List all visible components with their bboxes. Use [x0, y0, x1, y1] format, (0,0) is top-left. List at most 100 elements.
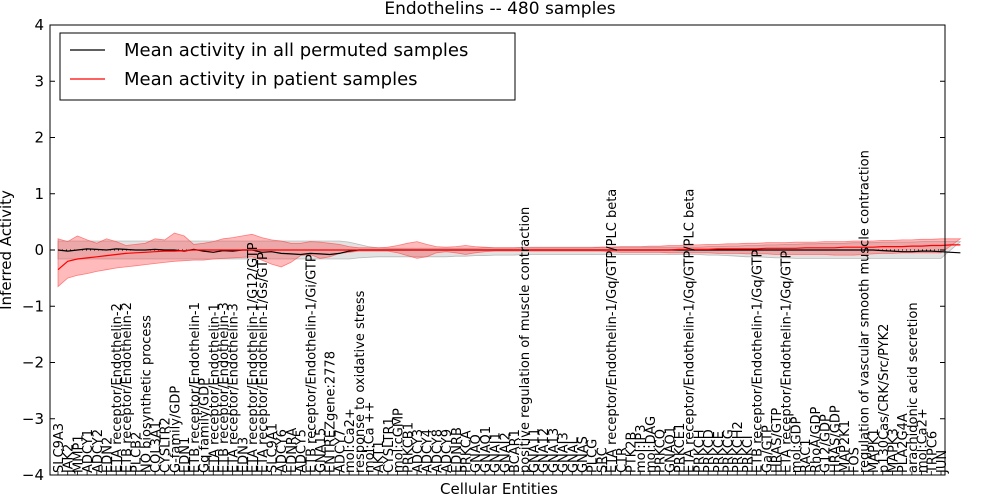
x-tick-label: GNA11 [528, 428, 543, 473]
x-tick-label: CYSLTR2 [159, 417, 174, 473]
y-tick-label: −3 [22, 410, 44, 428]
y-tick-label: −2 [22, 354, 44, 372]
x-tick-label: mol:GDP [790, 416, 805, 473]
x-tick-label: SLC9A1 [266, 423, 281, 473]
x-tick-label: GNAQ1 [479, 426, 494, 473]
x-tick-label: MMP1 [71, 434, 86, 473]
x-tick-label: mol:Ca2+ [916, 408, 931, 473]
x-tick-label: CYSLTR1 [382, 417, 397, 473]
x-tick-label: G12/GDP [819, 414, 834, 473]
x-tick-label: ETA receptor/Endothelin-2 [110, 303, 125, 473]
x-tick-label: RAC1 [799, 439, 814, 474]
x-tick-label: ETA receptor/Endothelin-1/Gq/GTP/PLC bet… [683, 189, 698, 473]
x-tick-label: NO biosynthetic process [139, 315, 154, 473]
x-tick-label: HRAS/GDP [828, 405, 843, 473]
x-tick-label: Gq family/GDP [198, 378, 213, 473]
x-tick-label: ADCY8 [430, 429, 445, 473]
x-tick-label: ADCY3 [411, 429, 426, 473]
x-tick-label: ADCY5 [295, 429, 310, 473]
x-tick-label: PLCG [586, 439, 601, 473]
x-tick-label: AKT1 [372, 440, 387, 473]
x-tick-label: mol:Ca2+ [343, 408, 358, 473]
x-tick-label: mol:cGMP [392, 408, 407, 473]
x-tick-label: ADCY2 [91, 429, 106, 473]
x-tick-label: GNAL [566, 436, 581, 473]
x-axis-label: Cellular Entities [440, 480, 558, 498]
x-tick-label: mol:IP3 [634, 424, 649, 473]
legend-label: Mean activity in patient samples [124, 69, 418, 90]
x-tick-label: ADCY9 [440, 429, 455, 473]
x-tick-label: mol:Ca ++ [363, 401, 378, 473]
x-tick-label: PRKCE1 [673, 423, 688, 473]
x-tick-label: HRAS/GTP [770, 408, 785, 473]
x-tick-label: GNAI3 [557, 432, 572, 473]
x-tick-label: PRKCI [741, 435, 756, 473]
x-tick-label: TRPC6 [925, 431, 940, 474]
series-line-patient [57, 244, 961, 271]
x-tick-label: EDN3 [236, 437, 251, 473]
x-tick-label: ETB receptor/Endothelin-2 [120, 302, 135, 473]
y-tick-label: −4 [22, 466, 44, 484]
x-tick-label: EDNRB [450, 427, 465, 473]
x-tick-label: PRKCE [712, 431, 727, 473]
legend-box [59, 32, 516, 101]
x-tick-label: ETA receptor/Endothelin-3 [227, 303, 242, 473]
x-tick-label: response to oxidative stress [353, 290, 368, 473]
x-tick-label: GNAQ [469, 434, 484, 473]
x-tick-label: PRKCH2 [731, 421, 746, 473]
x-tick-label: ETA receptor/Endothelin-1 [207, 303, 222, 473]
x-tick-label: ETB receptor/Endothelin-3 [217, 302, 232, 473]
x-tick-label: PRKCA [460, 430, 475, 473]
x-tick-label: EDN1 [178, 437, 193, 473]
x-tick-label: RhoA/GDP [809, 406, 824, 473]
x-tick-label: GNAS [576, 436, 591, 473]
x-tick-label: mol:DAG [644, 416, 659, 473]
plot-area: −4−3−2−101234SLC9A3JAK2MMP1ADCY1ADCY2EDN… [22, 16, 962, 484]
x-tick-label: ETB receptor/Endothelin-1/Gi/GTP [304, 254, 319, 473]
x-tick-label: GNAI2 [498, 432, 513, 473]
x-tick-label: ADCY7 [333, 429, 348, 473]
x-tick-label: BCAR1 [508, 429, 523, 473]
x-tick-label: Ga/GTP [760, 425, 775, 473]
x-tick-label: GNAO1 [663, 426, 678, 473]
x-tick-label: JUN [935, 450, 950, 474]
chart-title: Endothelins -- 480 samples [384, 0, 615, 19]
x-tick-label: PRKCB1 [401, 422, 416, 473]
x-tick-label: regulation of vascular smooth muscle con… [857, 150, 872, 473]
x-tick-label: PRKCG [722, 429, 737, 473]
x-tick-label: positive regulation of muscle contractio… [518, 207, 533, 473]
band-patient [57, 232, 962, 288]
x-tick-label: PLA2G4A [896, 413, 911, 473]
legend: Mean activity in all permuted samples Mea… [59, 32, 516, 101]
x-tick-label: p130Cas/CRK/Src/PYK2 [877, 324, 892, 473]
y-tick-label: −1 [22, 297, 44, 315]
x-tick-label: FOS [848, 447, 863, 473]
y-axis-label: Inferred Activity [0, 190, 15, 310]
x-tick-label: ETA receptor/Endothelin-1/G12/GTP [246, 242, 261, 473]
y-tick-label: 4 [34, 16, 44, 34]
x-tick-label: SRC [595, 447, 610, 473]
x-tick-label: ETA receptor/Endothelin-1/Gs/GTP [256, 252, 271, 473]
x-tick-label: GNAI1 [489, 432, 504, 473]
x-tick-label: MAP2K1 [838, 420, 853, 473]
x-tick-label: CTR [615, 447, 630, 473]
x-tick-label: PLCB2 [130, 432, 145, 473]
y-tick-label: 2 [34, 129, 44, 147]
x-tick-label: GNA15 [314, 428, 329, 473]
x-tick-label: EDN2 [101, 437, 116, 473]
x-tick-label: PRKCD [702, 429, 717, 473]
x-tick-label: GNA13 [547, 428, 562, 473]
x-tick-label: G-family/GDP [168, 386, 183, 473]
legend-label: Mean activity in all permuted samples [124, 40, 468, 61]
y-tick-label: 1 [34, 185, 44, 203]
x-tick-label: ETA receptor/Endothelin-1/Gq/GTP [780, 250, 795, 472]
x-tick-label: MAPK1 [867, 428, 882, 473]
x-tick-label: PTK2B [625, 432, 640, 474]
x-tick-label: ADCY1 [81, 429, 96, 473]
x-tick-label: JAK2 [62, 444, 77, 474]
x-tick-label: EDNRA [285, 428, 300, 473]
x-tick-label: ETB receptor/Endothelin-1/Gq/GTP [751, 249, 766, 472]
x-tick-label: arachidonic acid secretion [906, 302, 921, 473]
x-tick-label: ETA receptor/Endothelin-1/Gq/GTP/PLC bet… [605, 189, 620, 473]
